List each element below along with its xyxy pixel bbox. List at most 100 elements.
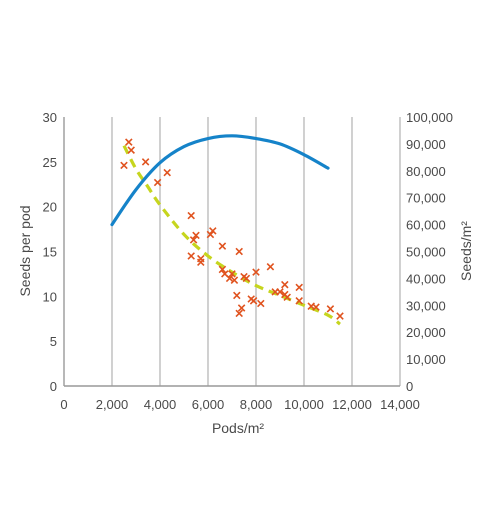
- scatter-point-stroke: [266, 262, 275, 271]
- scatter-point: [209, 227, 217, 235]
- scatter-point-stroke: [295, 283, 303, 292]
- scatter-point-stroke: [197, 258, 205, 267]
- scatter-point: [218, 242, 227, 250]
- scatter-point: [235, 247, 243, 256]
- scatter-point-stroke: [125, 138, 133, 146]
- y-left-axis-title: Seeds per pod: [17, 205, 33, 296]
- y-right-tick-label: 20,000: [406, 325, 446, 340]
- scatter-point: [281, 280, 289, 289]
- scatter-point-stroke: [141, 158, 150, 166]
- scatter-point: [187, 252, 195, 260]
- y-left-tick-label: 0: [50, 379, 57, 394]
- scatter-point-stroke: [225, 274, 234, 283]
- y-left-tick-label: 20: [43, 200, 57, 215]
- scatter-point-stroke: [218, 265, 227, 274]
- y-left-tick-label: 25: [43, 155, 57, 170]
- x-tick-label: 8,000: [240, 397, 273, 412]
- scatter-point: [192, 231, 200, 240]
- scatter-point-stroke: [187, 211, 195, 220]
- scatter-point: [336, 312, 344, 320]
- scatter-point: [163, 168, 171, 177]
- scatter-point-stroke: [187, 252, 195, 260]
- scatter-point: [276, 288, 284, 296]
- scatter-point-stroke: [192, 231, 200, 240]
- scatter-point-stroke: [209, 227, 217, 235]
- y-left-tick-label: 5: [50, 334, 57, 349]
- scatter-point: [218, 265, 227, 274]
- scatter-point: [295, 297, 303, 305]
- y-right-tick-label: 100,000: [406, 110, 453, 125]
- scatter-point-stroke: [326, 305, 335, 313]
- trend-line: [122, 144, 342, 326]
- scatter-point-stroke: [163, 168, 171, 177]
- scatter-point-stroke: [312, 303, 320, 311]
- y-right-tick-label: 0: [406, 379, 413, 394]
- scatter-point-stroke: [235, 247, 243, 256]
- y-right-tick-label: 90,000: [406, 137, 446, 152]
- scatter-point: [295, 283, 303, 292]
- seeds-per-m2-line: [110, 134, 330, 227]
- scatter-point-stroke: [336, 312, 344, 320]
- scatter-point-stroke: [221, 270, 229, 278]
- scatter-point: [326, 305, 335, 313]
- scatter-point-stroke: [242, 274, 251, 283]
- x-tick-label: 2,000: [96, 397, 129, 412]
- scatter-point: [189, 236, 198, 244]
- scatter-point: [252, 268, 260, 276]
- scatter-point-stroke: [127, 146, 135, 154]
- scatter-point: [283, 293, 291, 301]
- scatter-point: [228, 270, 236, 278]
- scatter-point: [153, 178, 162, 187]
- tick-labels: 0 2,000 4,000 6,000 8,000 10,000 12,000 14,000 0…: [43, 110, 453, 412]
- scatter-point-stroke: [235, 309, 243, 318]
- scatter-point: [187, 211, 195, 220]
- scatter-point: [266, 262, 275, 271]
- y-right-tick-label: 40,000: [406, 271, 446, 286]
- y-right-tick-label: 10,000: [406, 352, 446, 367]
- scatter-point-stroke: [237, 304, 246, 312]
- y-right-tick-label: 30,000: [406, 298, 446, 313]
- x-tick-label: 14,000: [380, 397, 420, 412]
- scatter-point-stroke: [233, 291, 241, 300]
- x-tick-label: 12,000: [332, 397, 372, 412]
- scatter-point-stroke: [218, 242, 227, 250]
- scatter-point-stroke: [153, 178, 162, 187]
- scatter-point-stroke: [257, 299, 265, 308]
- vertical-gridlines: [111, 117, 401, 386]
- scatter-point: [125, 138, 133, 146]
- trend-line-path: [122, 144, 342, 326]
- scatter-point: [237, 304, 246, 312]
- scatter-point: [242, 274, 251, 283]
- seeds-line-path: [110, 134, 330, 227]
- scatter-point-stroke: [120, 161, 128, 170]
- y-right-tick-label: 60,000: [406, 218, 446, 233]
- scatter-point-stroke: [281, 280, 289, 289]
- scatter-point: [249, 297, 258, 305]
- axes: [63, 117, 400, 387]
- scatter-point-stroke: [283, 293, 291, 301]
- y-left-tick-label: 15: [43, 245, 57, 260]
- scatter-point: [141, 158, 150, 166]
- scatter-point: [120, 161, 128, 170]
- scatter-point: [257, 299, 265, 308]
- x-tick-label: 4,000: [144, 397, 177, 412]
- x-tick-label: 10,000: [284, 397, 324, 412]
- y-left-tick-label: 10: [43, 289, 57, 304]
- y-right-tick-label: 80,000: [406, 164, 446, 179]
- x-tick-label: 0: [60, 397, 67, 412]
- scatter-points: [120, 138, 344, 320]
- scatter-point: [235, 309, 243, 318]
- x-axis-title: Pods/m²: [212, 420, 264, 436]
- scatter-point-stroke: [295, 297, 303, 305]
- scatter-point-stroke: [252, 268, 260, 276]
- scatter-point: [197, 258, 205, 267]
- y-left-tick-label: 30: [43, 110, 57, 125]
- x-tick-label: 6,000: [192, 397, 225, 412]
- y-right-tick-label: 50,000: [406, 245, 446, 260]
- scatter-point-stroke: [189, 236, 198, 244]
- scatter-point-stroke: [228, 270, 236, 278]
- scatter-point: [233, 291, 241, 300]
- scatter-point: [206, 230, 215, 239]
- scatter-point: [230, 276, 239, 284]
